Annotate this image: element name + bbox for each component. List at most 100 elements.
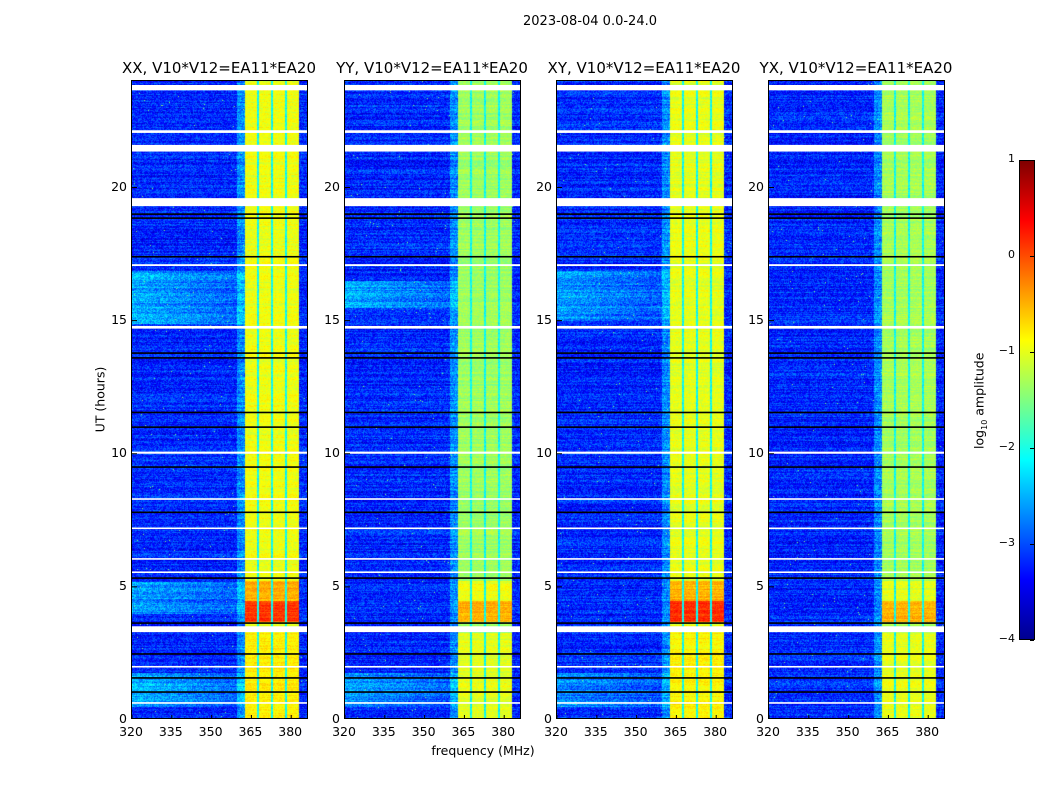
- dropout-row: [769, 255, 944, 258]
- spectrogram-image: [557, 81, 732, 718]
- flagged-row: [769, 665, 944, 668]
- dropout-row: [769, 691, 944, 693]
- flagged-row: [345, 498, 520, 500]
- x-axis-label: frequency (MHz): [431, 743, 535, 758]
- dropout-row: [769, 511, 944, 514]
- y-tick-label: 15: [748, 311, 764, 327]
- flagged-row: [132, 702, 307, 704]
- dropout-row: [769, 213, 944, 215]
- flagged-row: [769, 702, 944, 704]
- flagged-row: [132, 130, 307, 133]
- dropout-row: [132, 577, 307, 579]
- flagged-row: [557, 325, 732, 329]
- colorbar: [1019, 160, 1035, 640]
- flagged-row: [557, 130, 732, 133]
- dropout-row: [769, 217, 944, 219]
- spectrogram-image: [769, 81, 944, 718]
- flagged-row: [132, 264, 307, 267]
- dropout-row: [132, 352, 307, 354]
- flagged-row: [557, 571, 732, 574]
- colorbar-tick-mark: [1030, 160, 1034, 161]
- x-tick-label: 365: [238, 724, 263, 739]
- y-tick-label: 5: [756, 577, 764, 593]
- dropout-row: [132, 677, 307, 679]
- flagged-row: [345, 558, 520, 560]
- flagged-row: [345, 144, 520, 152]
- x-tick-label: 335: [795, 724, 820, 739]
- spectrogram-panel: [768, 80, 945, 719]
- dropout-row: [769, 352, 944, 354]
- dropout-row: [769, 466, 944, 468]
- flagged-row: [769, 325, 944, 329]
- dropout-row: [769, 653, 944, 655]
- colorbar-tick-mark: [1030, 448, 1034, 449]
- flagged-row: [345, 130, 520, 133]
- flagged-row: [132, 527, 307, 530]
- y-tick-label: 15: [324, 311, 340, 327]
- colorbar-tick-mark: [1030, 544, 1034, 545]
- panel-title: XX, V10*V12=EA11*EA20: [121, 59, 316, 77]
- dropout-row: [769, 357, 944, 359]
- dropout-row: [557, 466, 732, 468]
- flagged-row: [769, 130, 944, 133]
- flagged-row: [132, 626, 307, 633]
- panel-title: YY, V10*V12=EA11*EA20: [336, 59, 528, 77]
- dropout-row: [345, 511, 520, 514]
- flagged-row: [345, 264, 520, 267]
- dropout-row: [132, 217, 307, 219]
- dropout-row: [769, 677, 944, 679]
- dropout-row: [132, 213, 307, 215]
- flagged-row: [132, 498, 307, 500]
- flagged-row: [557, 198, 732, 207]
- flagged-row: [769, 626, 944, 633]
- spectrogram-image: [132, 81, 307, 718]
- dropout-row: [132, 622, 307, 624]
- colorbar-tick-label: −1: [998, 344, 1015, 357]
- y-tick-label: 0: [332, 711, 340, 726]
- flagged-row: [769, 198, 944, 207]
- dropout-row: [345, 213, 520, 215]
- dropout-row: [132, 466, 307, 468]
- dropout-row: [132, 426, 307, 428]
- flagged-row: [345, 451, 520, 454]
- dropout-row: [345, 357, 520, 359]
- dropout-row: [557, 577, 732, 579]
- colorbar-tick-label: −4: [998, 632, 1015, 645]
- y-tick-label: 10: [748, 444, 764, 460]
- dropout-row: [557, 352, 732, 354]
- flagged-row: [557, 264, 732, 267]
- dropout-row: [345, 622, 520, 624]
- x-tick-label: 335: [371, 724, 396, 739]
- x-tick-label: 350: [198, 724, 223, 739]
- flagged-row: [345, 571, 520, 574]
- dropout-row: [769, 426, 944, 428]
- x-tick-label: 350: [411, 724, 436, 739]
- flagged-row: [557, 665, 732, 668]
- flagged-row: [769, 451, 944, 454]
- dropout-row: [769, 577, 944, 579]
- y-tick-label: 20: [748, 178, 764, 194]
- y-tick-label: 20: [324, 178, 340, 194]
- dropout-row: [132, 653, 307, 655]
- dropout-row: [132, 411, 307, 414]
- x-tick-label: 320: [544, 724, 568, 739]
- colorbar-tick-label: 0: [1008, 248, 1015, 261]
- dropout-row: [345, 677, 520, 679]
- y-tick-label: 15: [536, 311, 552, 327]
- dropout-row: [557, 622, 732, 624]
- flagged-row: [769, 84, 944, 91]
- y-tick-label: 10: [324, 444, 340, 460]
- y-tick-label: 20: [111, 178, 127, 194]
- dropout-row: [557, 255, 732, 258]
- x-tick-label: 380: [915, 724, 940, 739]
- spectrogram-panel: [344, 80, 521, 719]
- flagged-row: [345, 702, 520, 704]
- x-tick-label: 320: [119, 724, 143, 739]
- colorbar-tick-mark: [1030, 352, 1034, 353]
- dropout-row: [345, 466, 520, 468]
- flagged-row: [769, 144, 944, 152]
- y-tick-label: 0: [119, 711, 127, 726]
- flagged-row: [345, 665, 520, 668]
- spectrogram-panel: [556, 80, 733, 719]
- flagged-row: [769, 571, 944, 574]
